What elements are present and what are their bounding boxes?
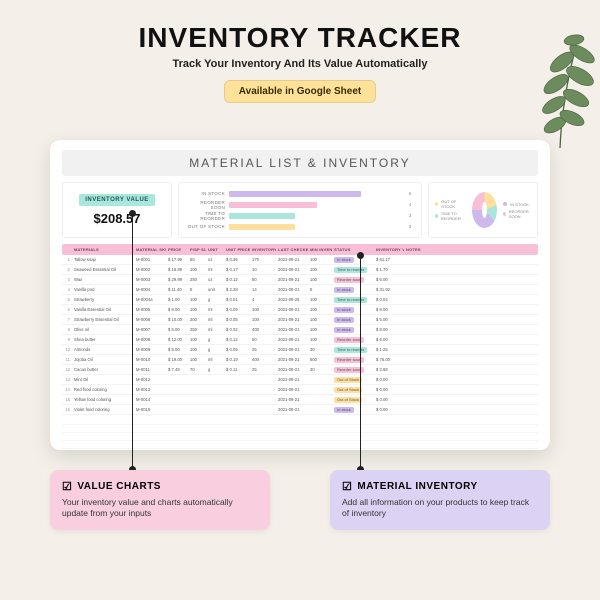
spreadsheet-preview: MATERIAL LIST & INVENTORY INVENTORY VALU…: [50, 140, 550, 450]
table-row: 8Olive oilM-0007$ 5.00250ml$ 0.024002021…: [62, 325, 538, 335]
page-subtitle: Track Your Inventory And Its Value Autom…: [0, 58, 600, 70]
table-row: 16Violet food coloringM-00152021-09-21In…: [62, 405, 538, 415]
inventory-value-label: INVENTORY VALUE: [79, 194, 155, 206]
callout-title: VALUE CHARTS: [62, 480, 258, 493]
callout-body: Your inventory value and charts automati…: [62, 497, 258, 520]
empty-rows: [62, 417, 538, 450]
materials-table: MATERIALSMATERIAL SKUPRICEP/SP SIZEUNITU…: [62, 244, 538, 450]
table-row: 5StrawberryM-0004a$ 1.00100g$ 0.0142021-…: [62, 295, 538, 305]
bar-row: TIME TO REORDER3: [185, 210, 415, 221]
connector-line: [360, 252, 361, 470]
callout-body: Add all information on your products to …: [342, 497, 538, 520]
connector-line: [132, 210, 133, 470]
callout-title: MATERIAL INVENTORY: [342, 480, 538, 493]
value-charts-callout: VALUE CHARTS Your inventory value and ch…: [50, 470, 270, 530]
table-row: 15Yellow food coloringM-00142021-09-21Ou…: [62, 395, 538, 405]
sheet-title: MATERIAL LIST & INVENTORY: [62, 150, 538, 176]
bar-row: IN STOCK6: [185, 188, 415, 199]
table-row: 13Mint OilM-00122021-09-21Out of Stock$ …: [62, 375, 538, 385]
table-row: 3WaxM-0003$ 29.99250oz$ 0.12502021-09-21…: [62, 275, 538, 285]
status-bar-chart: IN STOCK6REORDER SOON4TIME TO REORDER3OU…: [178, 182, 422, 238]
table-row: 9Shea butterM-0008$ 12.00100g$ 0.1250202…: [62, 335, 538, 345]
table-row: 12Cacao butterM-0011$ 7.4970g$ 0.1125202…: [62, 365, 538, 375]
status-donut-chart: OUT OF STOCKTIME TO REORDER IN STOCKREOR…: [428, 182, 538, 238]
table-row: 6Vanilla Essential OilM-0005$ 9.00100ml$…: [62, 305, 538, 315]
table-row: 14Red food coloringM-00132021-09-21Out o…: [62, 385, 538, 395]
table-row: 2Seaweed Essential OilM-0002$ 16.99100ml…: [62, 265, 538, 275]
table-row: 4Vanilla podM-0004$ 11.405unit$ 2.281420…: [62, 285, 538, 295]
table-row: 1Tallow soapM-0001$ 17.9950oz$ 0.3617020…: [62, 255, 538, 265]
bar-row: REORDER SOON4: [185, 199, 415, 210]
availability-badge: Available in Google Sheet: [224, 80, 376, 103]
table-header: MATERIALSMATERIAL SKUPRICEP/SP SIZEUNITU…: [62, 244, 538, 255]
page-title: INVENTORY TRACKER: [0, 22, 600, 54]
table-row: 11Jojoba OilM-0010$ 19.00100ml$ 0.194002…: [62, 355, 538, 365]
table-row: 7Strawberry Essential OilM-0006$ 10.0020…: [62, 315, 538, 325]
material-inventory-callout: MATERIAL INVENTORY Add all information o…: [330, 470, 550, 530]
table-row: 10AlmondsM-0009$ 5.00100g$ 0.05252021-09…: [62, 345, 538, 355]
inventory-value-card: INVENTORY VALUE $208.57: [62, 182, 172, 238]
bar-row: OUT OF STOCK3: [185, 221, 415, 232]
